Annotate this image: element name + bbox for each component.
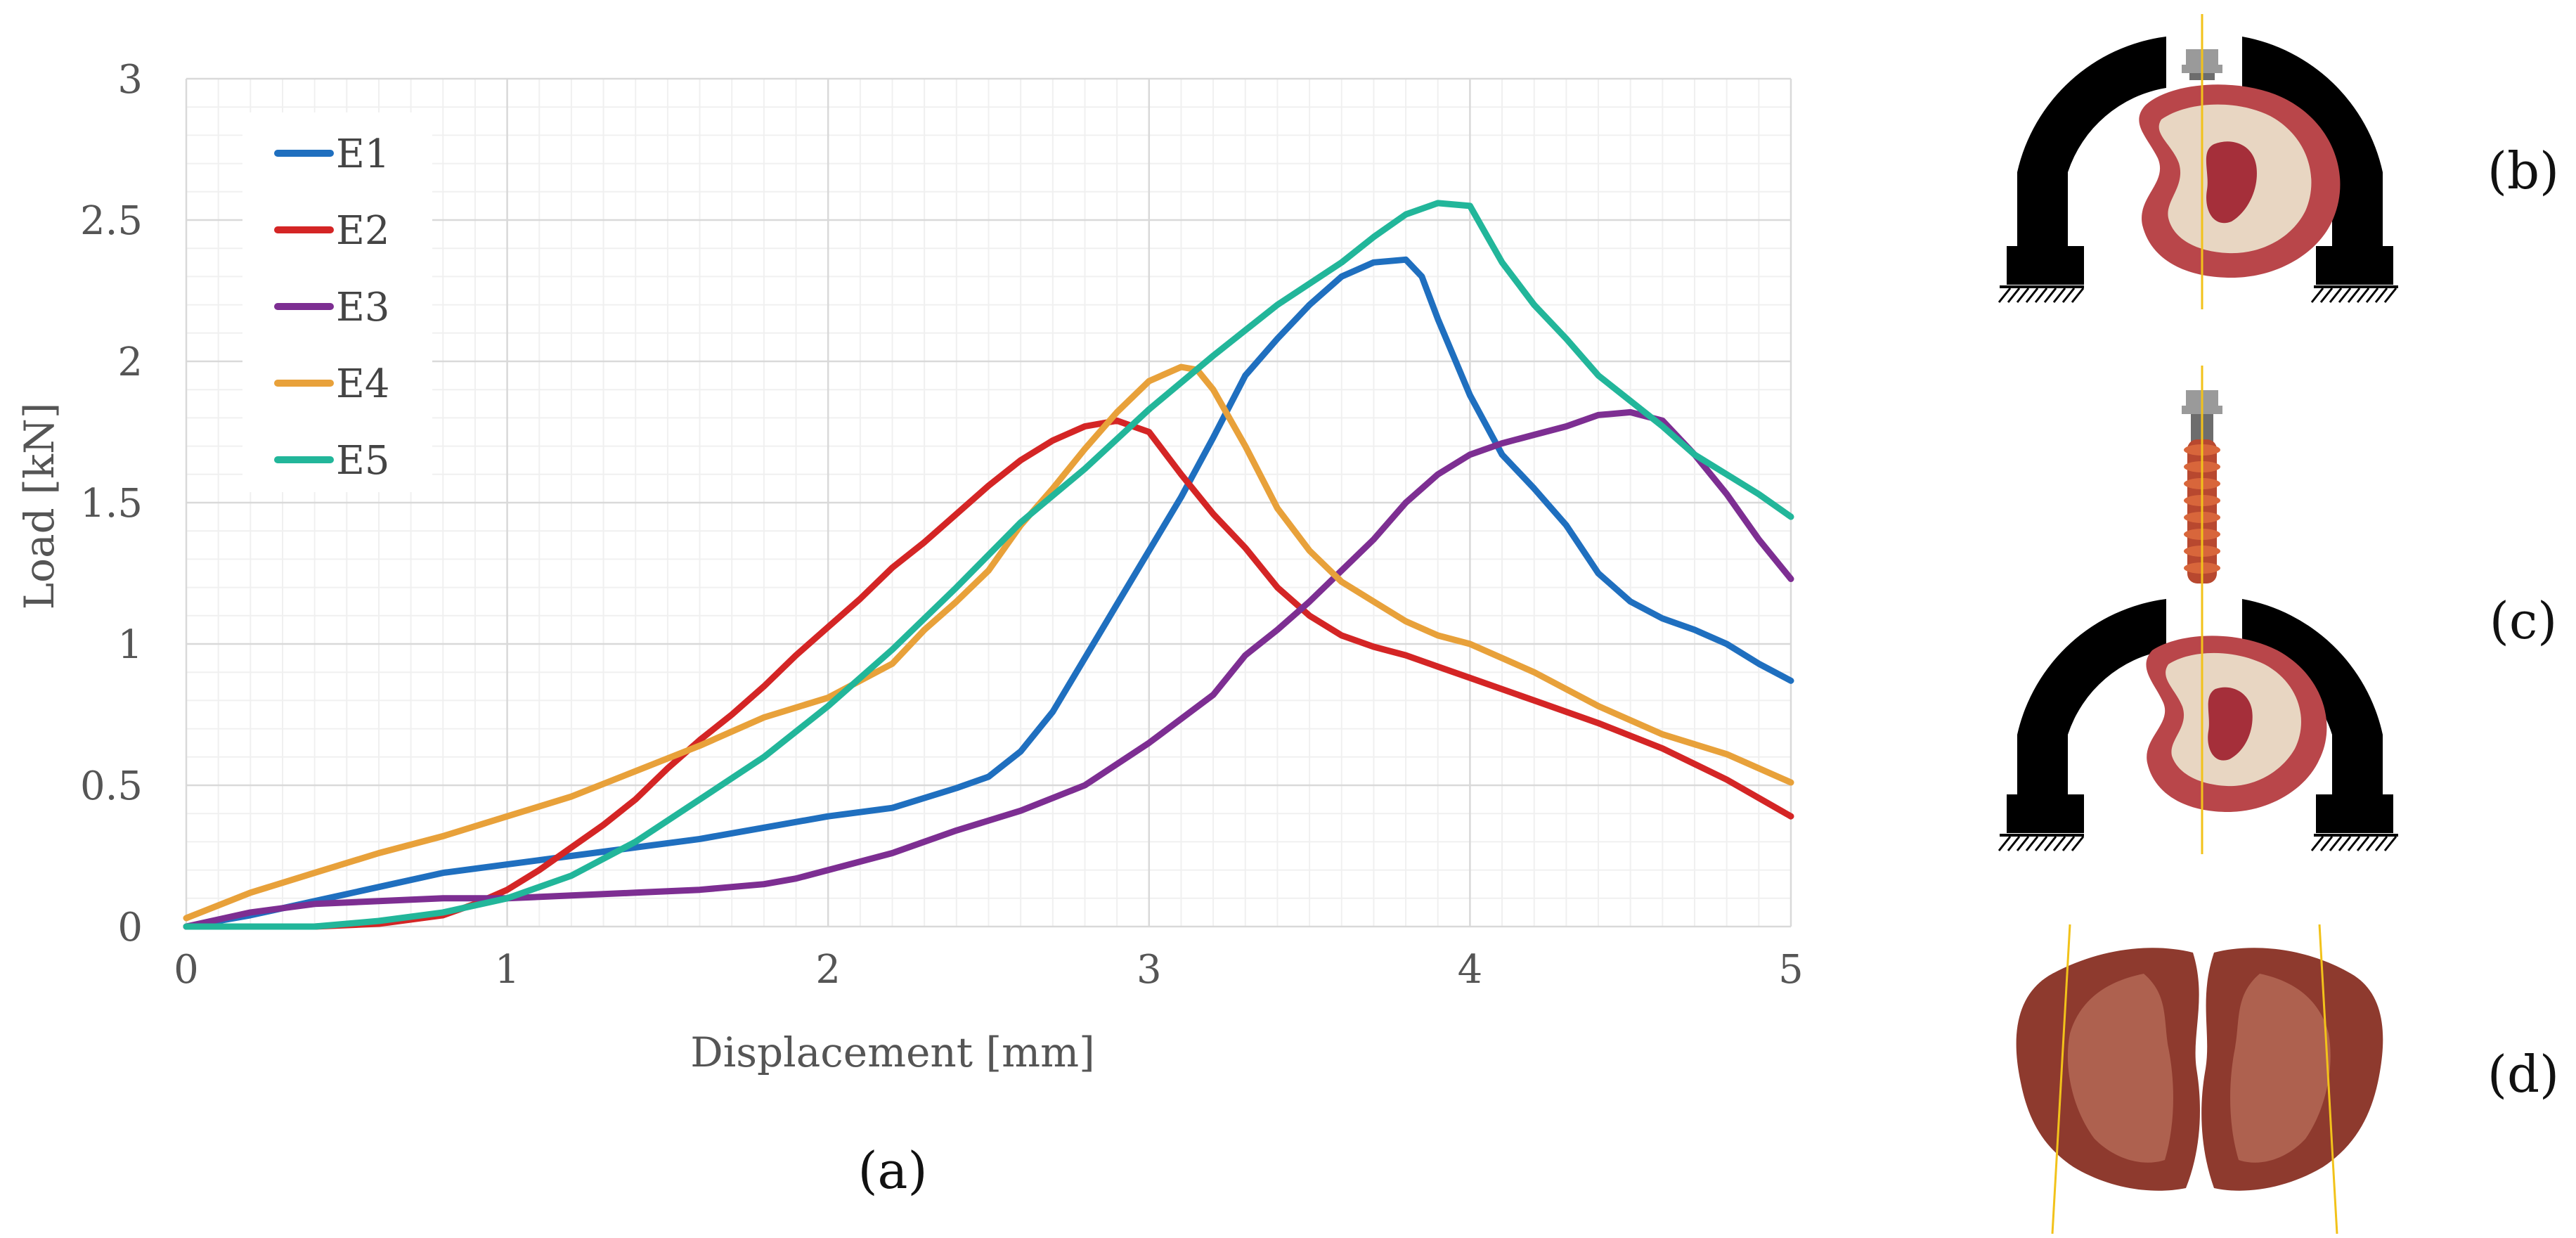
specimen-cross-section	[2139, 84, 2341, 278]
hatch-mark	[2071, 288, 2085, 303]
legend-label-e5: E5	[336, 438, 390, 484]
hatch-mark	[2310, 288, 2324, 303]
series-lines	[183, 200, 1794, 930]
hatch-mark	[2329, 288, 2343, 303]
legend-label-e2: E2	[336, 208, 390, 254]
fixture-arch	[2000, 37, 2398, 288]
hatch-mark	[2007, 836, 2021, 851]
series-line-e1	[183, 256, 1794, 930]
hatch-mark	[2025, 288, 2039, 303]
legend: E1 E2 E3 E4 E5	[242, 112, 432, 492]
legend-label-e4: E4	[336, 361, 390, 407]
hatch-mark	[2365, 288, 2379, 303]
hatch-mark	[2034, 288, 2048, 303]
x-tick-label: 1	[495, 947, 520, 993]
hatch-mark	[2043, 836, 2057, 851]
hatch-mark	[2319, 288, 2334, 303]
hatch-mark	[1998, 288, 2012, 303]
x-tick-label: 3	[1137, 947, 1162, 993]
major-grid	[185, 77, 1792, 928]
hatch-mark	[2319, 836, 2334, 851]
cut-line-left	[2051, 924, 2071, 1234]
hatch-mark	[1998, 836, 2012, 851]
hatch-mark	[2347, 836, 2361, 851]
x-tick-label: 4	[1458, 947, 1483, 993]
legend-label-e1: E1	[336, 131, 390, 177]
panel-b-fixture-figure	[1998, 14, 2398, 309]
legend-label-e3: E3	[336, 285, 390, 330]
y-tick-label: 3	[117, 57, 143, 103]
y-tick-label: 2.5	[80, 198, 143, 244]
hatch-mark	[2310, 836, 2324, 851]
y-tick-label: 0	[117, 905, 143, 950]
y-tick-label: 2	[117, 340, 143, 385]
hatch-marks	[1998, 288, 2397, 303]
panel-label-b: (b)	[2487, 141, 2559, 200]
panel-label-a: (a)	[857, 1141, 927, 1200]
hatch-mark	[2365, 836, 2379, 851]
panel-c-fixture-figure	[1998, 366, 2398, 854]
y-tick-label: 1.5	[80, 481, 143, 527]
hatch-mark	[2383, 288, 2397, 303]
hatch-mark	[2007, 288, 2021, 303]
series-line-e3	[183, 408, 1794, 930]
hatch-mark	[2025, 836, 2039, 851]
series-line-e4	[183, 363, 1794, 922]
tick-labels: 0 1 2 3 4 5 0 0.5 1 1.5 2 2.5 3	[80, 57, 1804, 993]
hatch-mark	[2374, 288, 2388, 303]
series-line-e5	[183, 200, 1794, 930]
panel-label-d: (d)	[2487, 1045, 2559, 1104]
hatch-mark	[2374, 836, 2388, 851]
hatch-mark	[2356, 836, 2370, 851]
panel-d-split-specimen	[2016, 924, 2383, 1234]
hatch-mark	[2043, 288, 2057, 303]
hatch-mark	[2329, 836, 2343, 851]
x-tick-label: 5	[1778, 947, 1804, 993]
hatch-mark	[2062, 836, 2076, 851]
hatch-mark	[2338, 288, 2352, 303]
cut-line-right	[2318, 924, 2338, 1234]
hatch-mark	[2016, 836, 2030, 851]
hatch-marks	[1998, 836, 2397, 851]
hatch-mark	[2052, 836, 2066, 851]
hatch-mark	[2347, 288, 2361, 303]
hatch-mark	[2052, 288, 2066, 303]
hatch-mark	[2338, 836, 2352, 851]
specimen-cross-section	[2146, 636, 2327, 812]
hatch-mark	[2356, 288, 2370, 303]
hatch-mark	[2383, 836, 2397, 851]
hatch-mark	[2016, 288, 2030, 303]
y-axis-title: Load [kN]	[15, 403, 63, 610]
hatch-mark	[2062, 288, 2076, 303]
hatch-mark	[2034, 836, 2048, 851]
x-axis-title: Displacement [mm]	[690, 1029, 1095, 1076]
series-line-e2	[183, 417, 1794, 930]
hatch-mark	[2071, 836, 2085, 851]
x-tick-label: 0	[174, 947, 199, 993]
legend-background	[242, 112, 432, 492]
panel-label-c: (c)	[2490, 591, 2558, 650]
y-tick-label: 1	[117, 622, 143, 668]
x-tick-label: 2	[815, 947, 841, 993]
y-tick-label: 0.5	[80, 763, 143, 809]
